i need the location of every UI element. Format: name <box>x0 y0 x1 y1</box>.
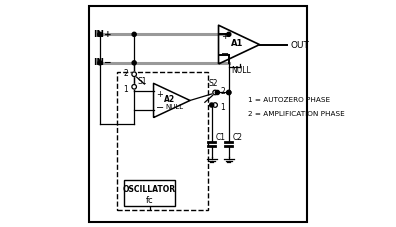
Circle shape <box>227 91 231 95</box>
Text: NULL: NULL <box>231 66 251 75</box>
Text: −: − <box>221 49 230 59</box>
Circle shape <box>132 33 136 37</box>
Circle shape <box>227 91 231 95</box>
Text: OSCILLATOR: OSCILLATOR <box>123 184 176 193</box>
Circle shape <box>132 85 137 90</box>
Text: OUT: OUT <box>290 41 309 50</box>
Text: 1: 1 <box>220 103 225 112</box>
Text: A1: A1 <box>230 39 243 48</box>
Circle shape <box>132 62 136 66</box>
Text: C1: C1 <box>216 133 226 141</box>
Text: +: + <box>156 90 163 99</box>
Circle shape <box>213 91 217 95</box>
Text: 2: 2 <box>220 87 225 96</box>
Text: 2 = AMPLIFICATION PHASE: 2 = AMPLIFICATION PHASE <box>248 111 345 116</box>
Text: −: − <box>156 103 164 113</box>
Text: C2: C2 <box>233 133 243 141</box>
Circle shape <box>213 103 217 108</box>
Circle shape <box>132 73 137 77</box>
Bar <box>117 73 208 210</box>
Circle shape <box>215 91 219 95</box>
Text: 1: 1 <box>123 85 128 94</box>
Text: +: + <box>221 32 229 41</box>
Circle shape <box>98 62 102 66</box>
Text: NULL: NULL <box>165 104 183 110</box>
Bar <box>124 180 175 207</box>
Text: IN+: IN+ <box>93 30 112 39</box>
Text: S2: S2 <box>208 79 217 87</box>
Text: A2: A2 <box>164 94 175 103</box>
Circle shape <box>227 33 231 37</box>
Circle shape <box>98 33 102 37</box>
Circle shape <box>209 104 214 108</box>
Text: IN−: IN− <box>93 58 112 67</box>
Text: 2: 2 <box>123 69 128 78</box>
Text: 1 = AUTOZERO PHASE: 1 = AUTOZERO PHASE <box>248 97 330 103</box>
Text: S1: S1 <box>137 77 147 86</box>
Text: fᴄ: fᴄ <box>146 195 153 204</box>
